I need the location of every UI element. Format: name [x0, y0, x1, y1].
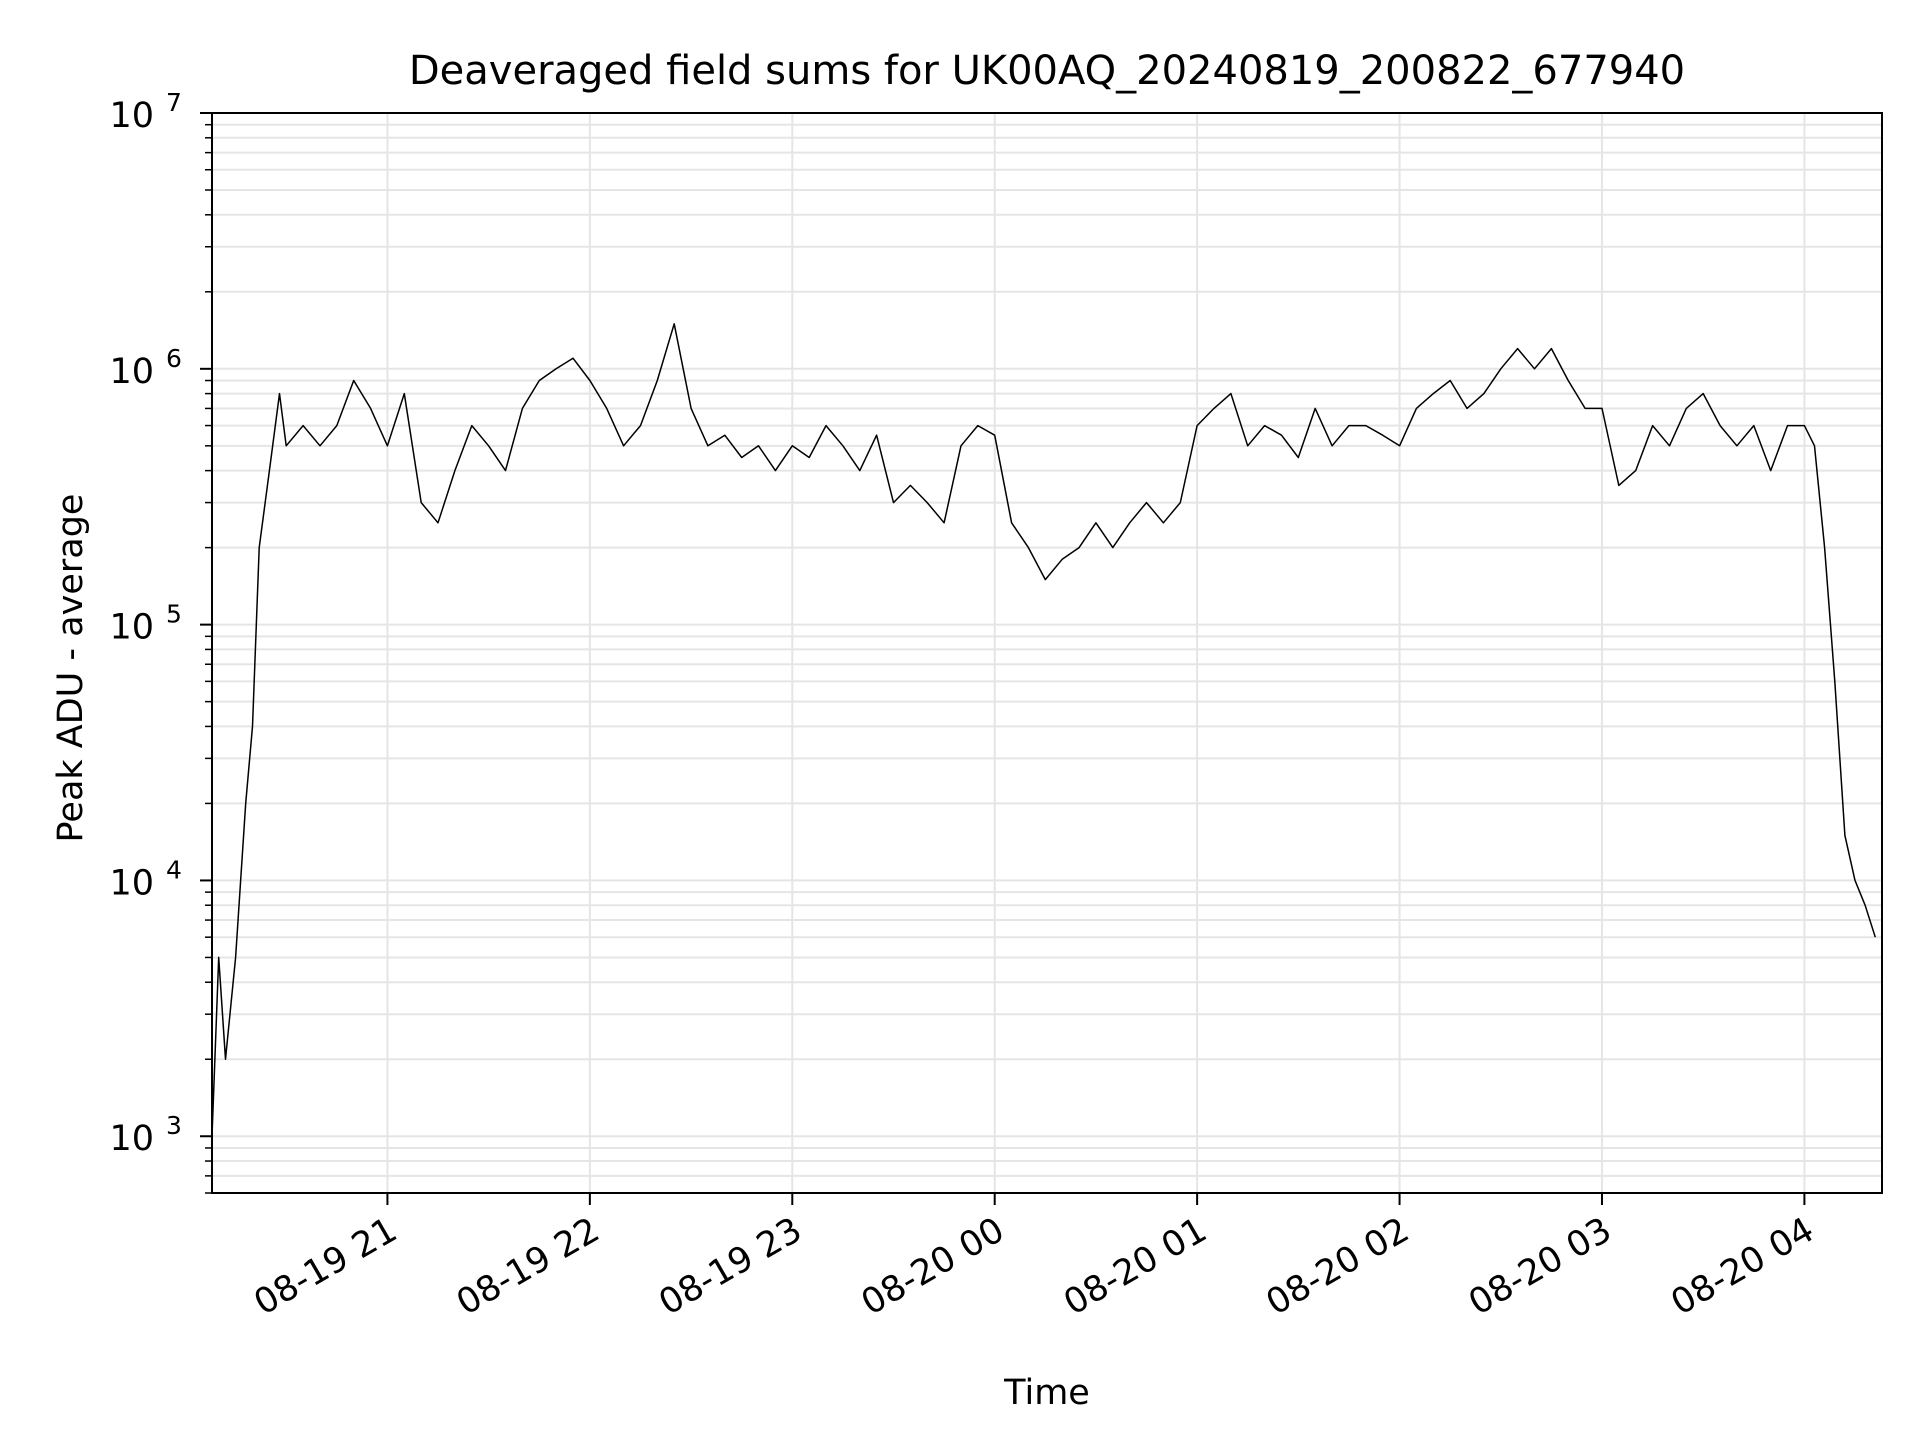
grid-lines [212, 112, 1882, 1194]
y-tick-label-exponent: 4 [166, 855, 182, 884]
y-tick-label-exponent: 3 [166, 1111, 182, 1140]
y-axis-ticks: 10 3 10 4 10 5 10 6 10 7 [109, 88, 212, 1194]
y-tick-label-exponent: 7 [166, 88, 182, 117]
y-tick-label: 10 [109, 96, 154, 136]
y-tick-label-exponent: 6 [166, 344, 182, 373]
y-tick-label: 10 [109, 1119, 154, 1159]
x-axis-label: Time [1003, 1373, 1090, 1413]
chart-title: Deaveraged field sums for UK00AQ_2024081… [409, 48, 1685, 94]
series-line [211, 323, 1877, 1137]
y-tick-label: 10 [109, 608, 154, 648]
y-axis-label: Peak ADU - average [51, 494, 91, 843]
series-layer [211, 323, 1877, 1137]
y-tick-label: 10 [109, 352, 154, 392]
plot-frame [211, 112, 1883, 1194]
y-tick-label: 10 [109, 863, 154, 903]
y-tick-label-exponent: 5 [166, 600, 182, 629]
